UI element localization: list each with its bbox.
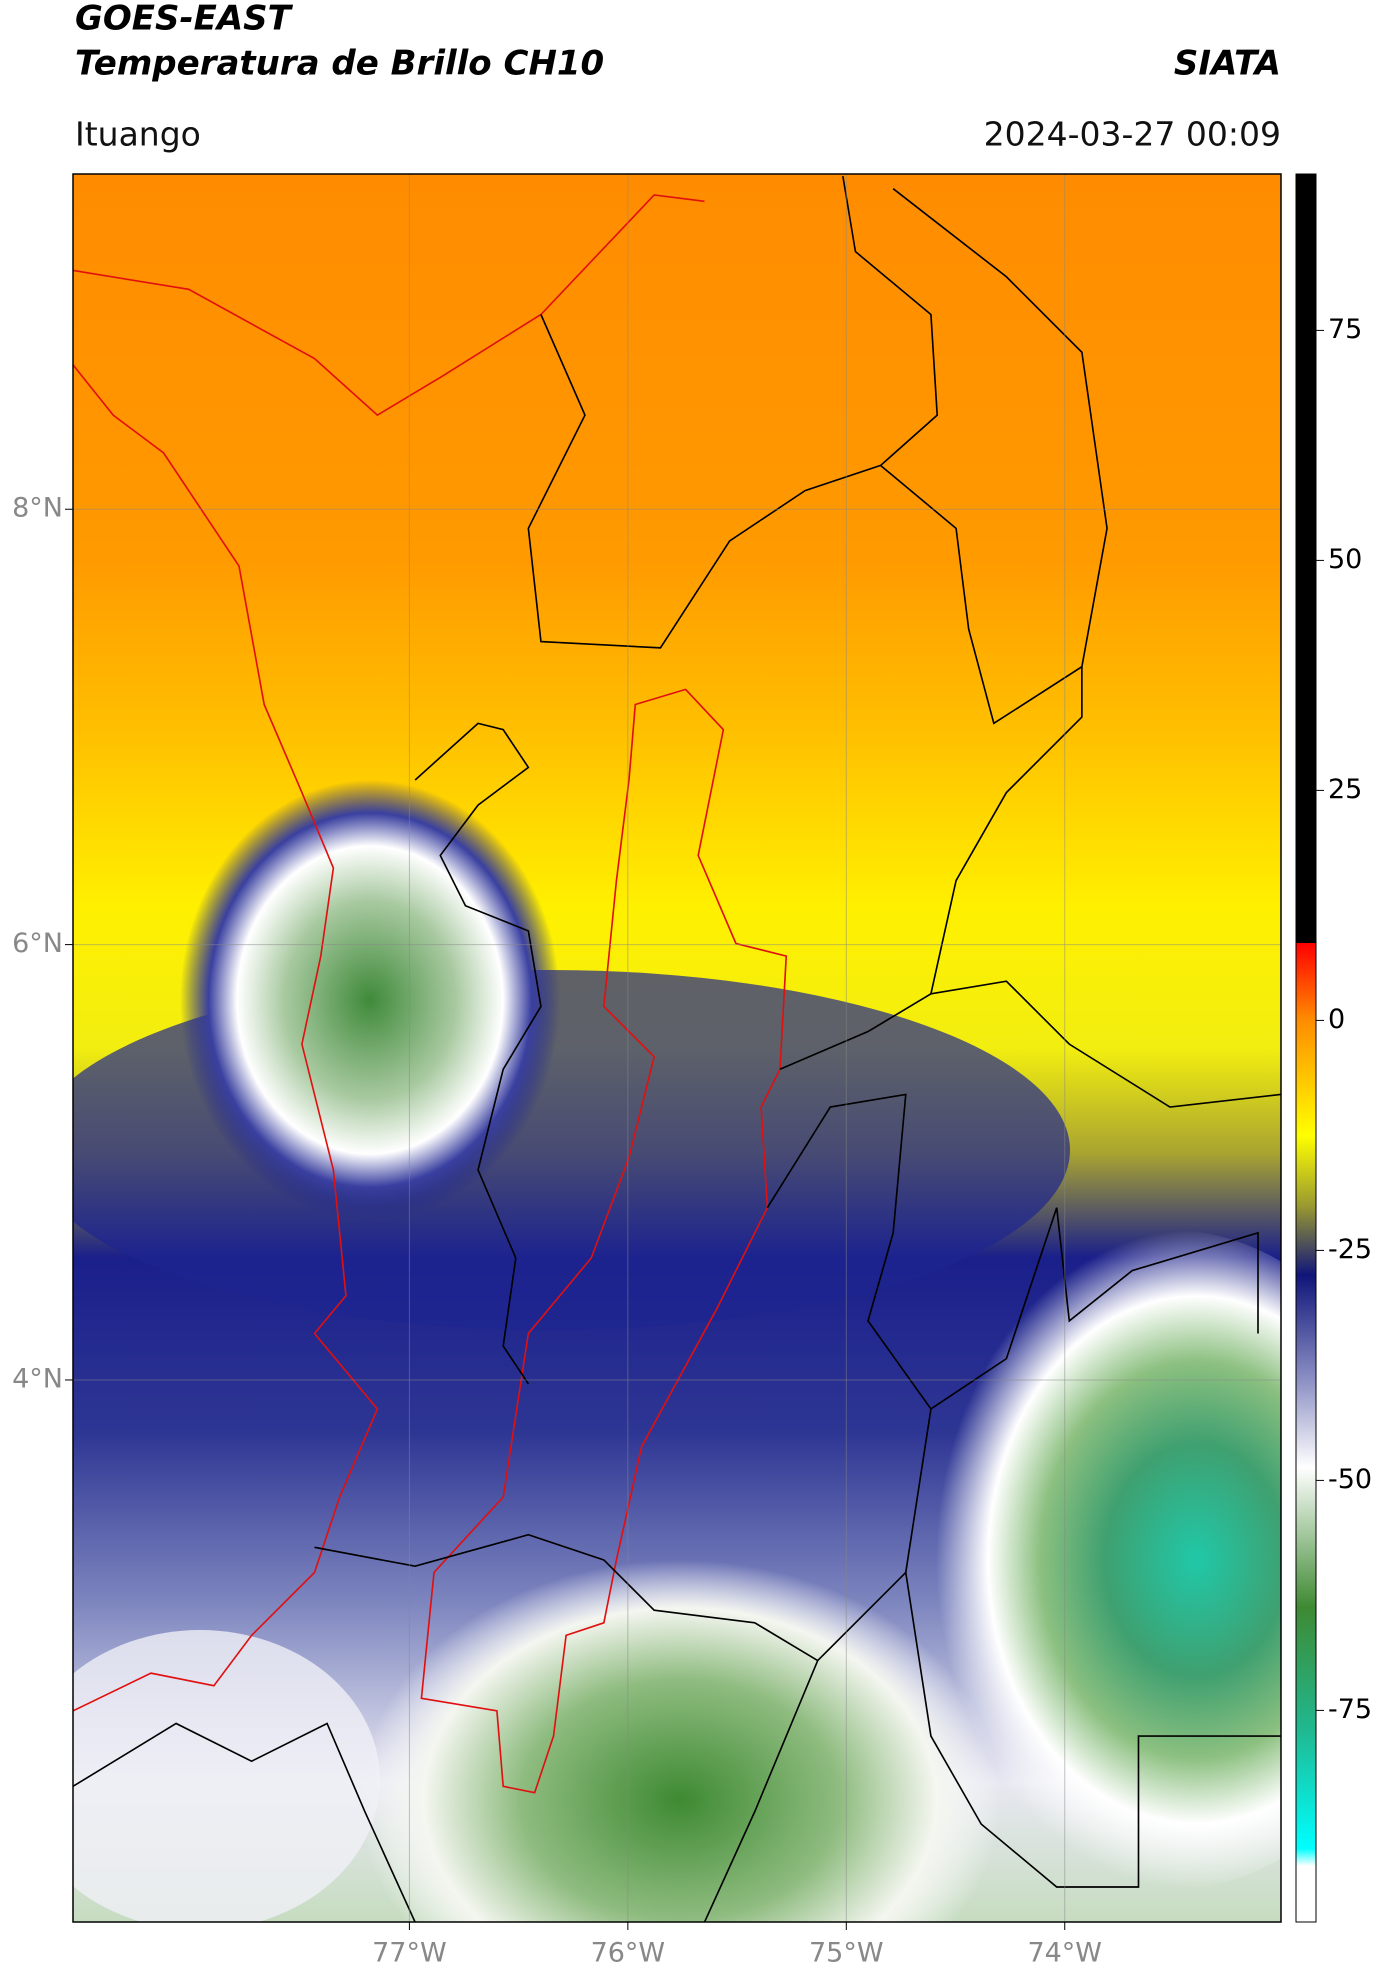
colorbar-tick-label: -75 xyxy=(1328,1694,1372,1725)
boundary xyxy=(314,1533,819,1662)
satellite-image xyxy=(73,174,1281,1922)
colorbar-tick-label: 25 xyxy=(1328,774,1362,805)
colorbar-tick-label: -50 xyxy=(1328,1464,1372,1495)
grid xyxy=(73,174,1281,1922)
cloud-area xyxy=(73,1630,380,1922)
colorbar-tick-label: 0 xyxy=(1328,1004,1345,1035)
map-frame xyxy=(72,173,1282,1923)
y-tick-label: 6°N xyxy=(12,928,63,959)
boundary xyxy=(779,666,1083,1071)
y-tick-label: 8°N xyxy=(12,493,63,524)
colorbar-tick-label: -25 xyxy=(1328,1234,1372,1265)
y-tick-label: 4°N xyxy=(12,1363,63,1394)
datetime: 2024-03-27 00:09 xyxy=(984,115,1281,154)
title: GOES-EAST xyxy=(75,0,294,39)
boundary xyxy=(73,1722,416,1922)
coastline xyxy=(73,194,705,417)
x-tick-label: 76°W xyxy=(591,1938,666,1969)
boundary xyxy=(703,1093,932,1922)
colorbar xyxy=(1295,173,1317,1923)
boundary xyxy=(414,722,542,1385)
boundary xyxy=(904,1572,1281,1888)
source: SIATA xyxy=(1174,44,1281,84)
location: Ituango xyxy=(75,115,201,154)
subtitle: Temperatura de Brillo CH10 xyxy=(75,44,604,84)
convective-cell xyxy=(360,1560,1000,1922)
colorbar-tick-label: 75 xyxy=(1328,314,1362,345)
convective-cell xyxy=(910,1230,1281,1890)
colorbar-tick-label: 50 xyxy=(1328,544,1362,575)
x-tick-label: 75°W xyxy=(809,1938,884,1969)
boundary xyxy=(420,688,788,1794)
coastline xyxy=(73,364,379,1712)
boundary xyxy=(930,980,1281,1108)
convective-cell xyxy=(180,780,560,1220)
x-tick-label: 74°W xyxy=(1027,1938,1102,1969)
x-tick-label: 77°W xyxy=(372,1938,447,1969)
boundary xyxy=(930,1207,1259,1410)
